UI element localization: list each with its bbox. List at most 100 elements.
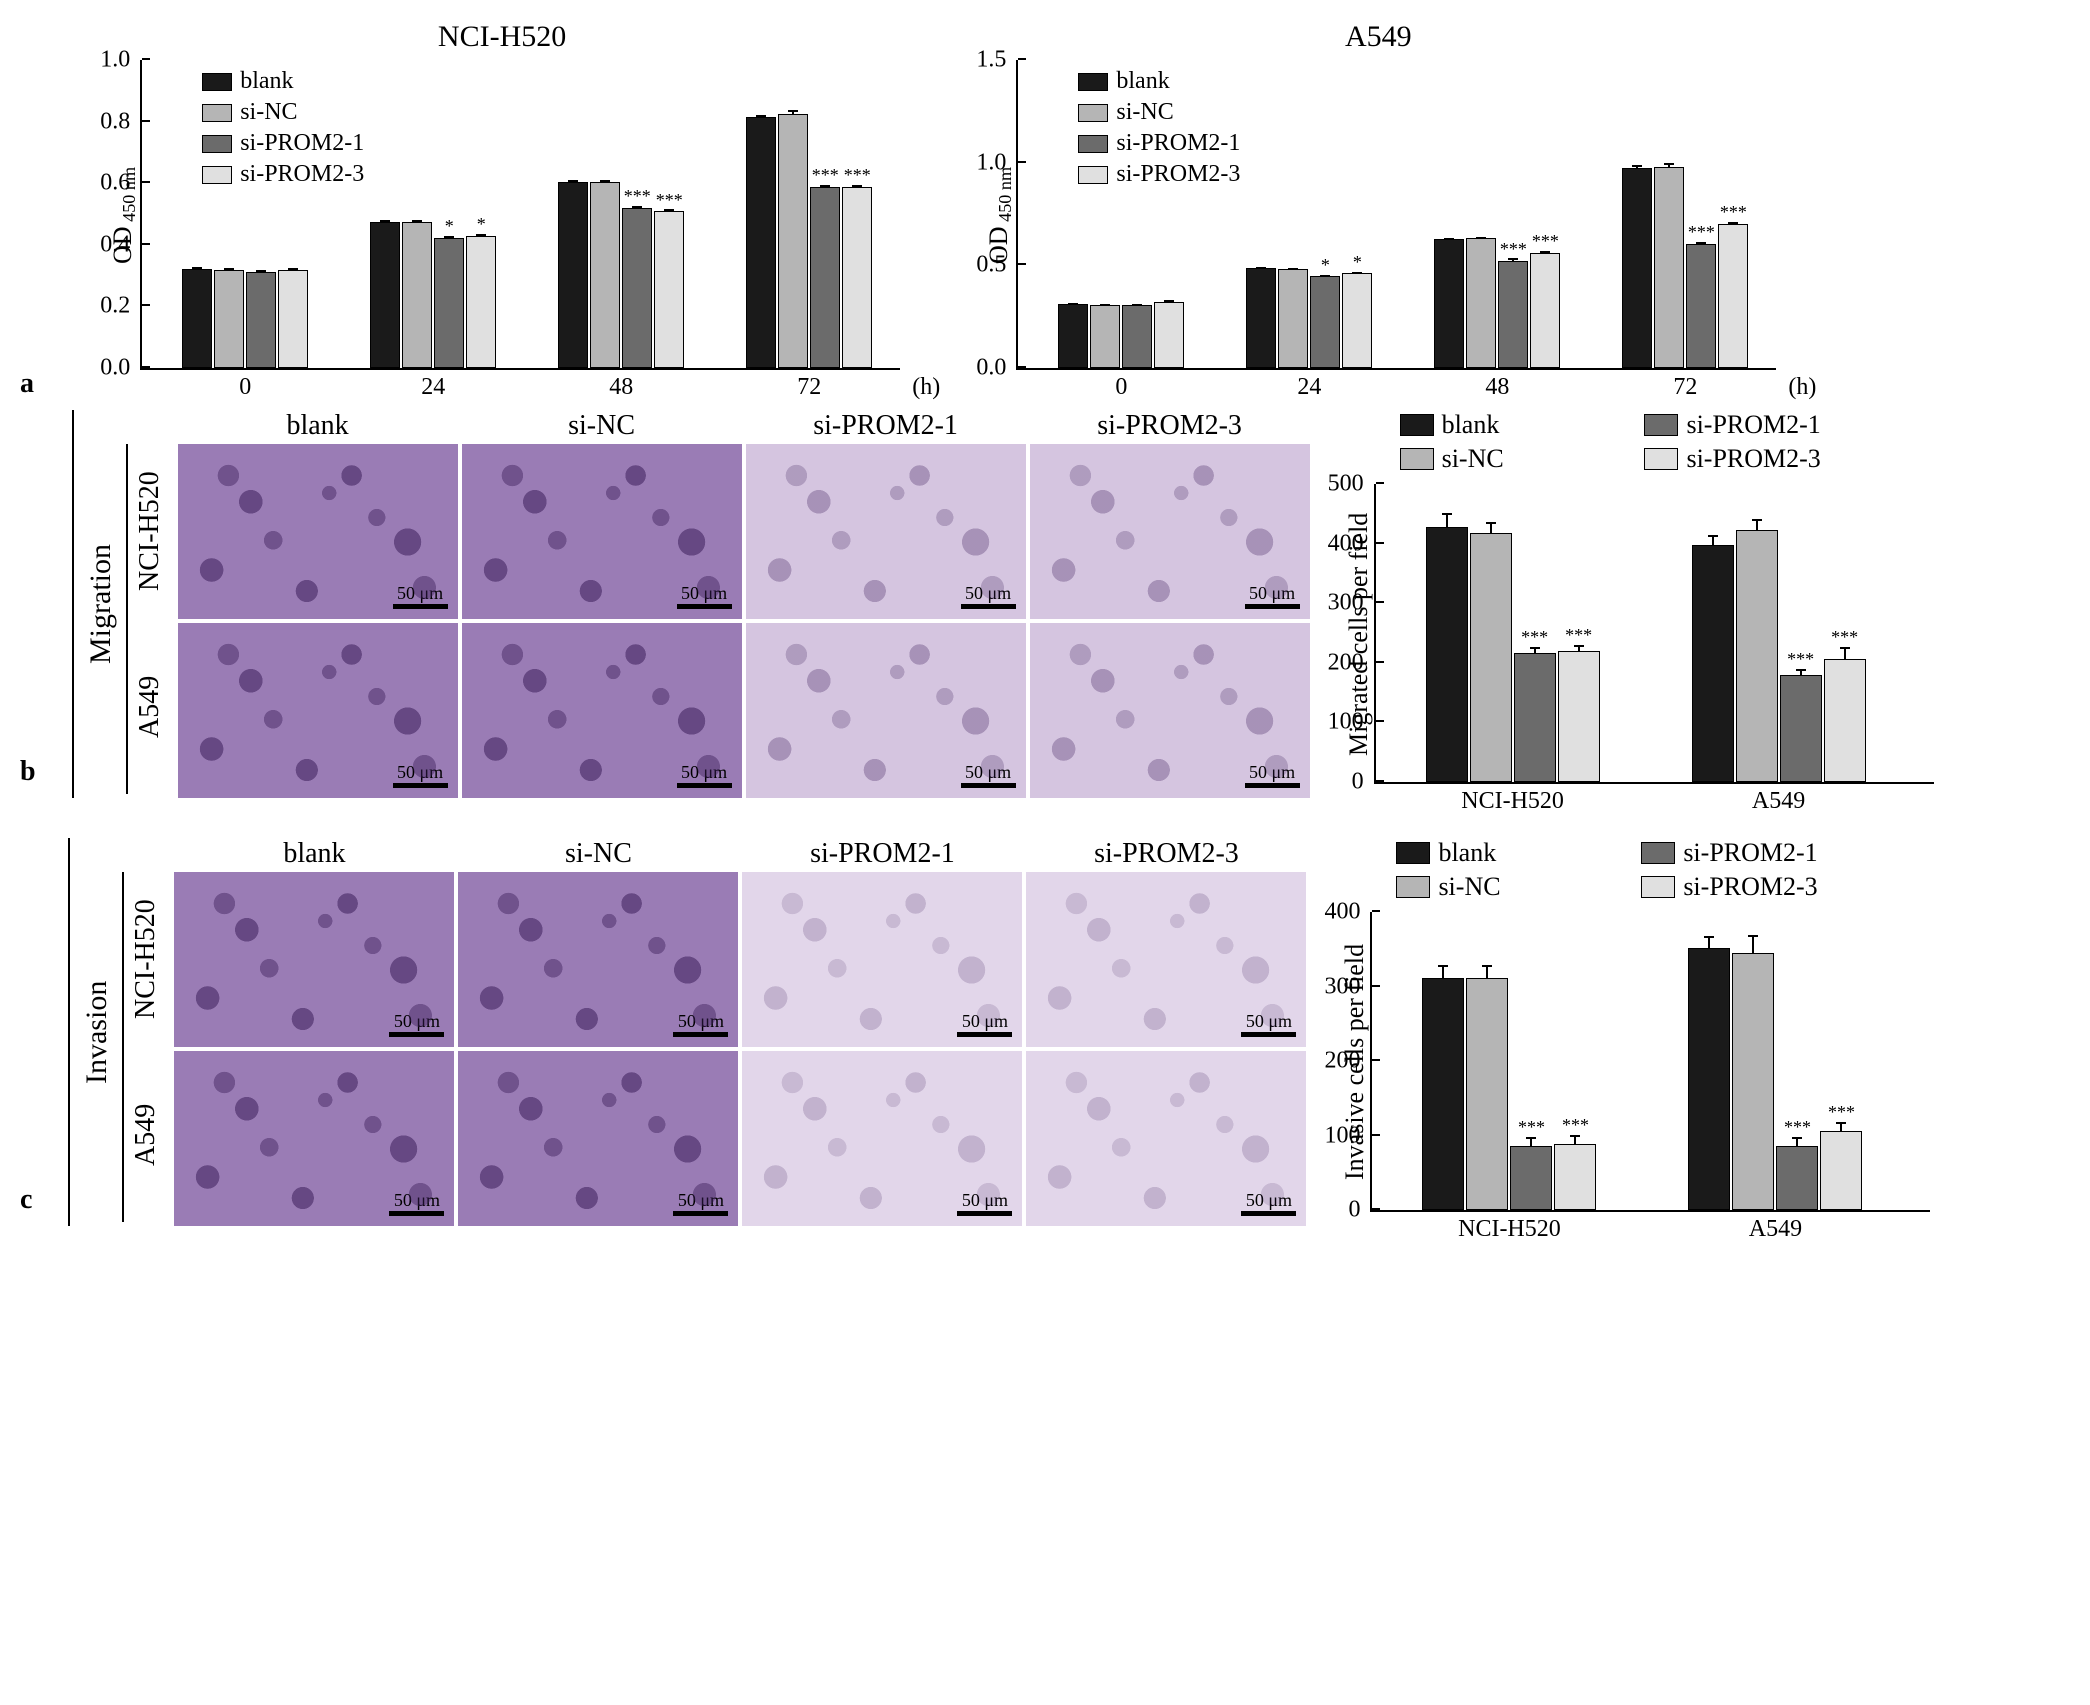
legend-item-siPROM2_1: si-PROM2-1 [1078, 130, 1240, 157]
micrograph-image: 50 μm [178, 444, 458, 619]
y-axis-label: Migrated cells per field [1340, 484, 1374, 784]
micrograph-image: 50 μm [746, 444, 1026, 619]
bar-siPROM2_3: *** [1824, 659, 1866, 782]
cell-line-labels: NCI-H520A549 [126, 410, 178, 798]
bar-siNC [1470, 533, 1512, 782]
legend: blanksi-PROM2-1si-NCsi-PROM2-3 [1400, 410, 1934, 474]
legend-label: si-NC [1438, 872, 1500, 902]
y-tick-label: 1.0 [976, 149, 1018, 176]
assay-label: Invasion [68, 838, 114, 1226]
y-tick-label: 500 [1328, 471, 1376, 498]
scale-bar: 50 μm [957, 1190, 1012, 1216]
y-tick [1018, 366, 1026, 368]
y-tick [1372, 1208, 1380, 1210]
bar-blank [1688, 948, 1730, 1211]
y-tick-label: 100 [1324, 1122, 1372, 1149]
panel-b-row: b MigrationNCI-H520A549blanksi-NCsi-PROM… [20, 410, 2070, 798]
bar-chart: blanksi-PROM2-1si-NCsi-PROM2-3Migrated c… [1340, 410, 1934, 784]
y-tick-label: 0.0 [100, 355, 142, 382]
bar-siPROM2_3 [1154, 302, 1184, 368]
legend-swatch [1396, 842, 1430, 864]
legend-label: si-PROM2-1 [240, 130, 364, 157]
figure-root: a NCI-H520OD 450 nm0.00.20.40.60.81.00**… [20, 20, 2070, 1226]
y-tick-label: 0.6 [100, 170, 142, 197]
condition-header: si-NC [458, 838, 738, 868]
legend-label: si-PROM2-1 [1686, 410, 1820, 440]
chart-title: A549 [980, 20, 1776, 54]
bar-siPROM2_1: *** [1510, 1146, 1552, 1210]
y-tick [1376, 661, 1384, 663]
legend-label: si-PROM2-1 [1116, 130, 1240, 157]
bar-blank [1426, 527, 1468, 782]
condition-header: si-PROM2-3 [1030, 410, 1310, 440]
bar-siPROM2_3: *** [1558, 651, 1600, 782]
legend-item-siPROM2_3: si-PROM2-3 [1641, 872, 1930, 902]
condition-header: si-NC [462, 410, 742, 440]
y-tick-label: 400 [1324, 899, 1372, 926]
scale-bar: 50 μm [673, 1011, 728, 1037]
micrograph-image: 50 μm [742, 1051, 1022, 1226]
panel-a-wrap: a NCI-H520OD 450 nm0.00.20.40.60.81.00**… [20, 20, 2070, 410]
legend-item-siNC: si-NC [1078, 99, 1240, 126]
legend-swatch [1641, 842, 1675, 864]
condition-header: si-PROM2-1 [746, 410, 1026, 440]
condition-header: si-PROM2-3 [1026, 838, 1306, 868]
y-tick [1372, 910, 1380, 912]
bar-blank [1434, 239, 1464, 368]
micrograph-image: 50 μm [746, 623, 1026, 798]
legend-swatch [1078, 166, 1108, 184]
plot-area: 0100200300400******NCI-H520******A549 [1370, 912, 1930, 1212]
condition-header: blank [178, 410, 458, 440]
bar-siNC [214, 270, 244, 368]
bar-blank [1422, 978, 1464, 1211]
assay-label: Migration [72, 410, 118, 798]
legend-item-blank: blank [1078, 68, 1240, 95]
bar-siNC [1278, 269, 1308, 368]
bar-blank [746, 117, 776, 368]
micrograph-image: 50 μm [1030, 444, 1310, 619]
y-tick [1372, 1134, 1380, 1136]
legend-label: si-NC [1442, 444, 1504, 474]
legend-label: si-PROM2-3 [240, 161, 364, 188]
y-tick [142, 181, 150, 183]
y-tick [1376, 482, 1384, 484]
legend: blanksi-NCsi-PROM2-1si-PROM2-3 [1078, 68, 1240, 192]
legend-swatch [202, 166, 232, 184]
y-tick [142, 243, 150, 245]
y-tick-label: 300 [1324, 973, 1372, 1000]
legend-label: si-PROM2-3 [1683, 872, 1817, 902]
cell-line-label: A549 [122, 1047, 168, 1222]
chart-title: NCI-H520 [104, 20, 900, 54]
legend-item-siNC: si-NC [1396, 872, 1613, 902]
scale-bar: 50 μm [1245, 583, 1300, 609]
bar-siPROM2_3: *** [1530, 253, 1560, 368]
micrograph-image: 50 μm [1026, 1051, 1306, 1226]
micrograph-image: 50 μm [1030, 623, 1310, 798]
invasion-micrographs: InvasionNCI-H520A549blanksi-NCsi-PROM2-1… [68, 838, 1306, 1226]
y-tick [1372, 985, 1380, 987]
micrograph-image: 50 μm [462, 623, 742, 798]
chart-inner: OD 450 nm0.00.51.01.50**24******48******… [980, 60, 1776, 370]
y-tick [142, 58, 150, 60]
legend-swatch [1644, 414, 1678, 436]
y-tick-label: 0.4 [100, 231, 142, 258]
legend-item-blank: blank [1400, 410, 1617, 440]
bar-siNC [402, 222, 432, 368]
legend-label: si-NC [240, 99, 297, 126]
bar-siPROM2_3: *** [1554, 1144, 1596, 1210]
micrograph-image: 50 μm [174, 1051, 454, 1226]
chart-inner: Migrated cells per field0100200300400500… [1340, 484, 1934, 784]
y-tick-label: 0.2 [100, 293, 142, 320]
bar-siPROM2_3: *** [1820, 1131, 1862, 1210]
bar-siNC [1090, 305, 1120, 368]
y-tick-label: 0.8 [100, 108, 142, 135]
x-tick-label: 72 [797, 368, 821, 401]
bar-siPROM2_3: * [466, 236, 496, 368]
x-tick-label: 48 [1485, 368, 1509, 401]
micrograph-image: 50 μm [1026, 872, 1306, 1047]
bar-blank [558, 182, 588, 368]
legend-swatch [1078, 104, 1108, 122]
y-tick-label: 0 [1352, 769, 1376, 796]
bar-siNC [590, 182, 620, 368]
panel-label-b: b [20, 756, 36, 788]
